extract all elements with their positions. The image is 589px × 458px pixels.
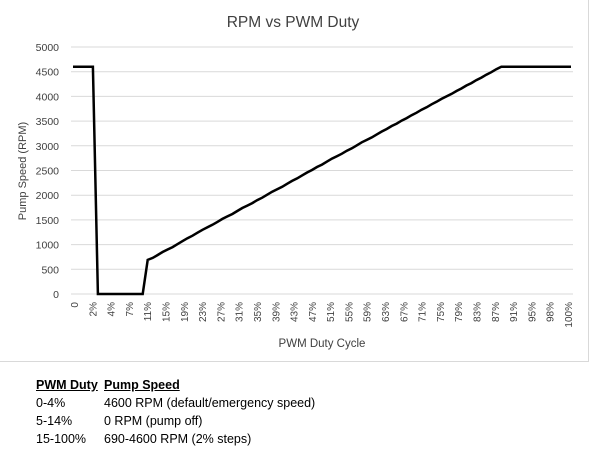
x-tick-label: 55% [344, 302, 355, 322]
y-tick-label: 4500 [36, 67, 60, 79]
y-tick-label: 500 [41, 264, 59, 276]
series-line-rpm [73, 65, 571, 296]
y-tick-label: 1500 [36, 215, 60, 227]
x-tick-label: 75% [436, 302, 447, 322]
table-row: 0-4% 4600 RPM (default/emergency speed) [36, 396, 319, 414]
x-tick-label: 63% [381, 302, 392, 322]
gridlines [71, 46, 573, 295]
y-tick-label: 2000 [36, 190, 60, 202]
table-cell-speed: 4600 RPM (default/emergency speed) [104, 396, 316, 410]
table-cell-speed: 0 RPM (pump off) [104, 414, 203, 428]
pwm-speed-table: PWM Duty Pump Speed 0-4% 4600 RPM (defau… [36, 378, 319, 450]
x-tick-label: 100% [564, 302, 575, 328]
x-tick-label: 35% [253, 302, 264, 322]
chart-panel: 0 500 1000 1500 2000 2500 3000 3500 4000 4500 5000… [0, 0, 589, 362]
x-tick-label: 19% [180, 302, 191, 322]
x-tick-label: 23% [198, 302, 209, 322]
x-tick-label: 31% [235, 302, 246, 322]
table-cell-duty: 15-100% [36, 432, 87, 446]
x-tick-label: 43% [290, 302, 301, 322]
table-row: 5-14% 0 RPM (pump off) [36, 414, 319, 432]
x-tick-label: 2% [88, 302, 99, 317]
x-tick-label: 71% [418, 302, 429, 322]
x-tick-label: 39% [271, 302, 282, 322]
x-tick-label: 83% [473, 302, 484, 322]
y-tick-label: 5000 [36, 42, 60, 54]
table-header-row: PWM Duty Pump Speed [36, 378, 319, 396]
chart-svg: 0 500 1000 1500 2000 2500 3000 3500 4000 4500 5000… [17, 14, 575, 350]
x-tick-label: 87% [491, 302, 502, 322]
table-cell-duty: 0-4% [36, 396, 66, 410]
x-tick-label: 7% [125, 302, 136, 317]
x-tick-label: 67% [399, 302, 410, 322]
x-tick-label: 79% [454, 302, 465, 322]
x-tick-label: 91% [509, 302, 520, 322]
table-row: 15-100% 690-4600 RPM (2% steps) [36, 432, 319, 450]
x-tick-label: 59% [363, 302, 374, 322]
chart-title: RPM vs PWM Duty [227, 14, 360, 31]
x-tick-label: 47% [308, 302, 319, 322]
x-tick-label: 95% [527, 302, 538, 322]
x-tick-label: 4% [107, 302, 118, 317]
series-layer [73, 65, 571, 296]
y-tick-label: 4000 [36, 91, 60, 103]
table-header-pwm-duty: PWM Duty [36, 378, 98, 392]
x-tick-label: 11% [143, 302, 154, 321]
x-tick-label: 27% [216, 302, 227, 322]
y-tick-labels: 0 500 1000 1500 2000 2500 3000 3500 4000 4500 5000 [36, 42, 60, 301]
x-tick-label: 15% [161, 302, 172, 322]
x-axis-label: PWM Duty Cycle [279, 338, 366, 350]
x-tick-label: 98% [546, 302, 557, 322]
y-tick-label: 3000 [36, 141, 60, 153]
y-tick-label: 1000 [36, 240, 60, 252]
y-axis-label: Pump Speed (RPM) [17, 122, 29, 220]
chart-border [0, 0, 589, 362]
x-tick-label: 51% [326, 302, 337, 322]
table-cell-duty: 5-14% [36, 414, 73, 428]
table-header-pump-speed: Pump Speed [104, 378, 180, 392]
x-tick-label: 0 [70, 302, 81, 308]
x-tick-labels: 0 2% 4% 7% 11% 15% 19% 23% 27% 31% 35% 39% 43% 47% 51%… [70, 302, 575, 328]
y-tick-label: 2500 [36, 166, 60, 178]
table-cell-speed: 690-4600 RPM (2% steps) [104, 432, 252, 446]
y-tick-label: 3500 [36, 116, 60, 128]
y-tick-label: 0 [53, 289, 59, 301]
